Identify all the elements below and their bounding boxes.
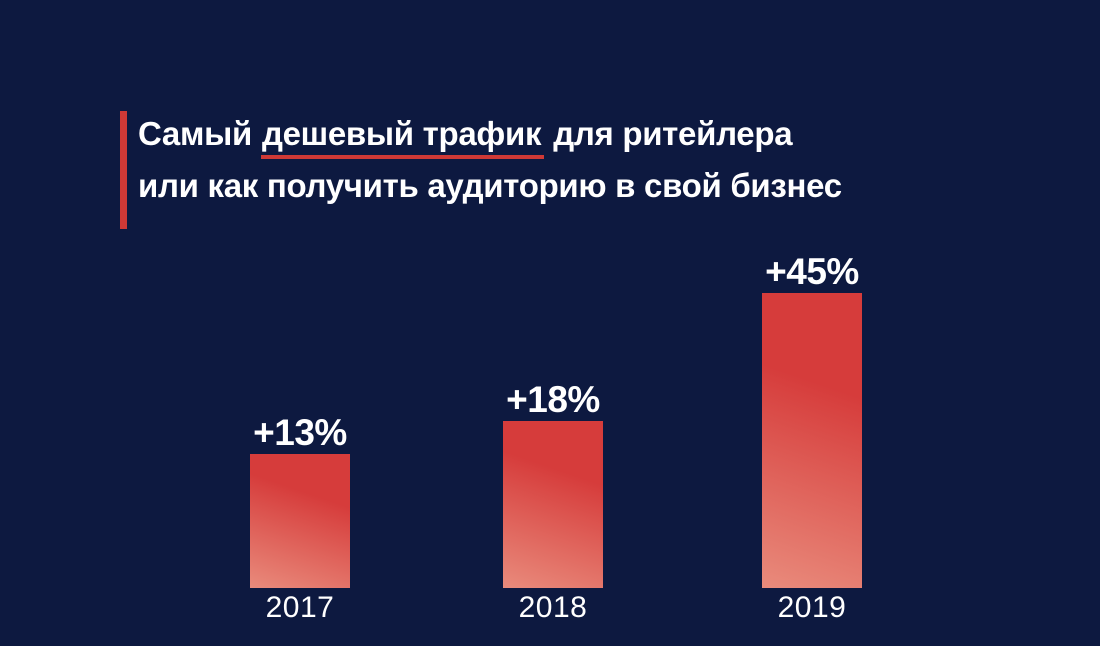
title-line1-prefix: Самый [138, 115, 252, 152]
title-underlined-phrase: дешевый трафик [260, 116, 545, 159]
bar-rect-2019 [762, 293, 862, 588]
bar-group-2017: +13% 2017 [220, 414, 380, 626]
bar-rect-2018 [503, 421, 603, 588]
bar-value-label-2018: +18% [506, 379, 600, 420]
title-accent-bar [120, 111, 127, 229]
x-axis-label-2019: 2019 [777, 591, 847, 624]
page-title: Самый дешевый трафик для ритейлера или как… [138, 108, 842, 212]
x-axis-label-2018: 2018 [518, 591, 588, 624]
bar-group-2018: +18% 2018 [473, 381, 633, 626]
title-line1-suffix: для ритейлера [553, 115, 793, 152]
title-line-1: Самый дешевый трафик для ритейлера [138, 108, 842, 160]
bar-value-label-2019: +45% [765, 251, 859, 292]
bar-value-label-2017: +13% [253, 412, 347, 453]
title-line-2: или как получить аудиторию в свой бизнес [138, 167, 842, 204]
bar-rect-2017 [250, 454, 350, 588]
x-axis-label-2017: 2017 [265, 591, 335, 624]
bar-group-2019: +45% 2019 [732, 253, 892, 626]
